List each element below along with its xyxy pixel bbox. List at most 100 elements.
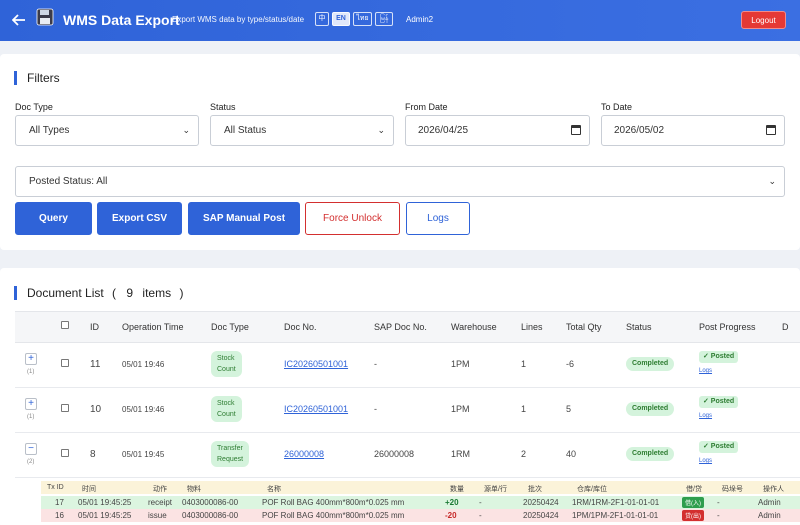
col-post-progress: Post Progress xyxy=(699,322,756,332)
row-checkbox[interactable] xyxy=(61,359,69,367)
filters-card: Filters Doc Type All Types ⌄ Status All … xyxy=(0,54,800,250)
table-header: ID Operation Time Doc Type Doc No. SAP D… xyxy=(15,311,800,343)
col-lines: Lines xyxy=(521,322,543,332)
export-csv-button[interactable]: Export CSV xyxy=(97,202,182,235)
row-logs-link[interactable]: Logs xyxy=(699,458,713,464)
tx-qty: -20 xyxy=(445,511,457,520)
row-logs-link[interactable]: Logs xyxy=(699,413,713,419)
tx-operator: Admin xyxy=(758,511,781,520)
sub-col-batch: 批次 xyxy=(528,486,542,493)
calendar-icon[interactable] xyxy=(571,125,581,135)
document-list-title: Document List ( 9 items ) xyxy=(14,286,183,300)
lang-zh-button[interactable]: 中 xyxy=(315,12,329,26)
tx-location: 1RM/1RM-2F1-01-01-01 xyxy=(572,498,660,507)
posted-status-select[interactable]: Posted Status: All ⌄ xyxy=(15,166,785,197)
doc-type-line-1: Stock xyxy=(217,400,235,407)
logout-button[interactable]: Logout xyxy=(741,11,786,29)
col-warehouse: Warehouse xyxy=(451,322,497,332)
doc-type-label: Doc Type xyxy=(15,102,53,112)
doc-type-tag: Transfer Request xyxy=(211,441,250,467)
doc-type-select[interactable]: All Types ⌄ xyxy=(15,115,199,146)
lang-th-button[interactable]: ไทย xyxy=(353,12,372,26)
row-checkbox[interactable] xyxy=(61,449,69,457)
tx-pallet: - xyxy=(717,511,720,520)
tx-name: POF Roll BAG 400mm*800m*0.025 mm xyxy=(262,511,405,520)
debit-badge: 借(入) xyxy=(682,497,704,508)
row-time: 05/01 19:46 xyxy=(122,360,165,369)
app-subtitle: Export WMS data by type/status/date xyxy=(172,15,305,24)
doc-type-line-1: Stock xyxy=(217,355,235,362)
doc-type-line-2: Count xyxy=(217,366,236,373)
tx-location: 1PM/1PM-2F1-01-01-01 xyxy=(572,511,659,520)
row-checkbox[interactable] xyxy=(61,404,69,412)
tx-material: 0403000086-00 xyxy=(182,498,239,507)
collapse-button[interactable]: − xyxy=(25,443,37,455)
tx-time: 05/01 19:45:25 xyxy=(78,511,132,520)
chevron-down-icon: ⌄ xyxy=(182,125,190,135)
tx-qty: +20 xyxy=(445,498,459,507)
force-unlock-button[interactable]: Force Unlock xyxy=(305,202,400,235)
select-all-checkbox[interactable] xyxy=(61,321,69,329)
status-select[interactable]: All Status ⌄ xyxy=(210,115,394,146)
current-user: Admin2 xyxy=(406,15,434,24)
calendar-icon[interactable] xyxy=(766,125,776,135)
document-count: 9 xyxy=(126,286,134,300)
row-logs-link[interactable]: Logs xyxy=(699,368,713,374)
doc-type-tag: Stock Count xyxy=(211,351,242,377)
sap-manual-post-button[interactable]: SAP Manual Post xyxy=(188,202,300,235)
table-row[interactable]: − (2) 8 05/01 19:45 Transfer Request 260… xyxy=(15,433,800,478)
tx-id: 17 xyxy=(55,498,64,507)
lang-my-button[interactable]: မြန် xyxy=(375,12,393,26)
warehouse: 1PM xyxy=(451,404,470,414)
subtable-header: Tx ID 时间 动作 物料 名称 数量 源单/行 批次 仓库/库位 借/贷 码… xyxy=(41,481,800,494)
status-badge: Completed xyxy=(626,402,675,416)
tx-pallet: - xyxy=(717,498,720,507)
doc-type-line-2: Request xyxy=(217,456,244,463)
close-paren: ) xyxy=(179,286,184,300)
app-header: WMS Data Export Export WMS data by type/… xyxy=(0,0,800,41)
doc-type-tag: Stock Count xyxy=(211,396,242,422)
doc-no-link[interactable]: 26000008 xyxy=(284,449,325,459)
back-button[interactable] xyxy=(11,10,28,30)
lang-en-button[interactable]: EN xyxy=(332,12,350,26)
filters-title: Filters xyxy=(14,71,60,85)
doc-no-link[interactable]: IC20260501001 xyxy=(284,359,349,369)
total-qty: 5 xyxy=(566,404,572,414)
table-row[interactable]: + (1) 11 05/01 19:46 Stock Count IC20260… xyxy=(15,343,800,388)
sub-col-src: 源单/行 xyxy=(484,486,507,493)
to-date-input[interactable]: 2026/05/02 xyxy=(601,115,785,146)
row-id: 10 xyxy=(90,404,102,415)
status-label: Status xyxy=(210,102,236,112)
total-qty: -6 xyxy=(566,359,575,369)
doc-type-line-2: Count xyxy=(217,411,236,418)
warehouse: 1RM xyxy=(451,449,471,459)
from-date-input[interactable]: 2026/04/25 xyxy=(405,115,590,146)
transaction-row: 16 05/01 19:45:25 issue 0403000086-00 PO… xyxy=(41,509,800,522)
col-status: Status xyxy=(626,322,652,332)
sap-doc-no: 26000008 xyxy=(374,449,415,459)
doc-no-link[interactable]: IC20260501001 xyxy=(284,404,349,414)
app-title: WMS Data Export xyxy=(63,12,180,28)
posted-badge: ✓ Posted xyxy=(699,351,739,363)
transaction-row: 17 05/01 19:45:25 receipt 0403000086-00 … xyxy=(41,496,800,509)
tx-id: 16 xyxy=(55,511,64,520)
sub-col-name: 名称 xyxy=(267,486,281,493)
posted-status-value: Posted Status: All xyxy=(29,176,108,187)
tx-operator: Admin xyxy=(758,498,781,507)
document-list-label: Document List xyxy=(27,286,104,300)
table-row[interactable]: + (1) 10 05/01 19:46 Stock Count IC20260… xyxy=(15,388,800,433)
query-button[interactable]: Query xyxy=(15,202,92,235)
tx-action: issue xyxy=(148,511,167,520)
sub-col-time: 时间 xyxy=(82,486,96,493)
col-d: D xyxy=(782,322,789,332)
expand-button[interactable]: + xyxy=(25,353,37,365)
arrow-left-icon xyxy=(11,14,25,26)
status-badge: Completed xyxy=(626,357,675,371)
col-id: ID xyxy=(90,322,99,332)
expand-button[interactable]: + xyxy=(25,398,37,410)
sub-col-material: 物料 xyxy=(187,486,201,493)
logs-button[interactable]: Logs xyxy=(406,202,470,235)
col-total-qty: Total Qty xyxy=(566,322,602,332)
floppy-disk-icon xyxy=(36,8,56,30)
to-date-value: 2026/05/02 xyxy=(614,125,665,136)
